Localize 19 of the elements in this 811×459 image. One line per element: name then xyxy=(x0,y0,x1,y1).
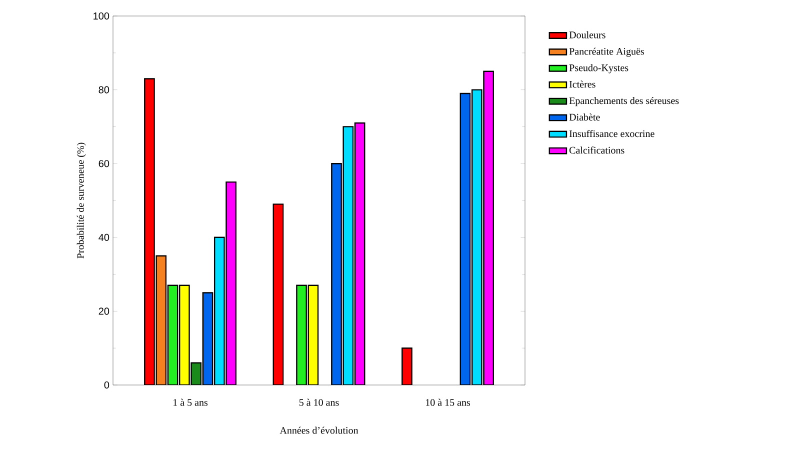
y-tick-label: 80 xyxy=(98,86,110,94)
y-tick-label: 60 xyxy=(98,160,110,168)
legend-label: Insuffisance exocrine xyxy=(569,130,654,138)
legend-label: Diabète xyxy=(569,113,600,121)
legend-label: Douleurs xyxy=(569,31,606,38)
legend-label: Epanchements des séreuses xyxy=(569,97,679,106)
x-tick-label: 1 à 5 ans xyxy=(174,398,208,406)
x-axis-title: Années d’évolution xyxy=(280,426,358,434)
legend-label: Ictères xyxy=(569,80,596,88)
y-tick-label: 0 xyxy=(104,381,110,389)
y-tick-label: 40 xyxy=(98,234,110,241)
legend-label: Calcifications xyxy=(569,146,624,154)
legend-label: Pseudo-Kystes xyxy=(569,64,628,74)
legend-label: Pancréatite Aiguës xyxy=(569,48,644,57)
y-axis-title: Probabilité de surveneue (%) xyxy=(76,142,86,258)
y-tick-label: 20 xyxy=(98,308,110,315)
x-tick-label: 5 à 10 ans xyxy=(299,398,339,406)
x-tick-label: 10 à 15 ans xyxy=(426,398,470,406)
y-tick-label: 100 xyxy=(94,12,110,20)
